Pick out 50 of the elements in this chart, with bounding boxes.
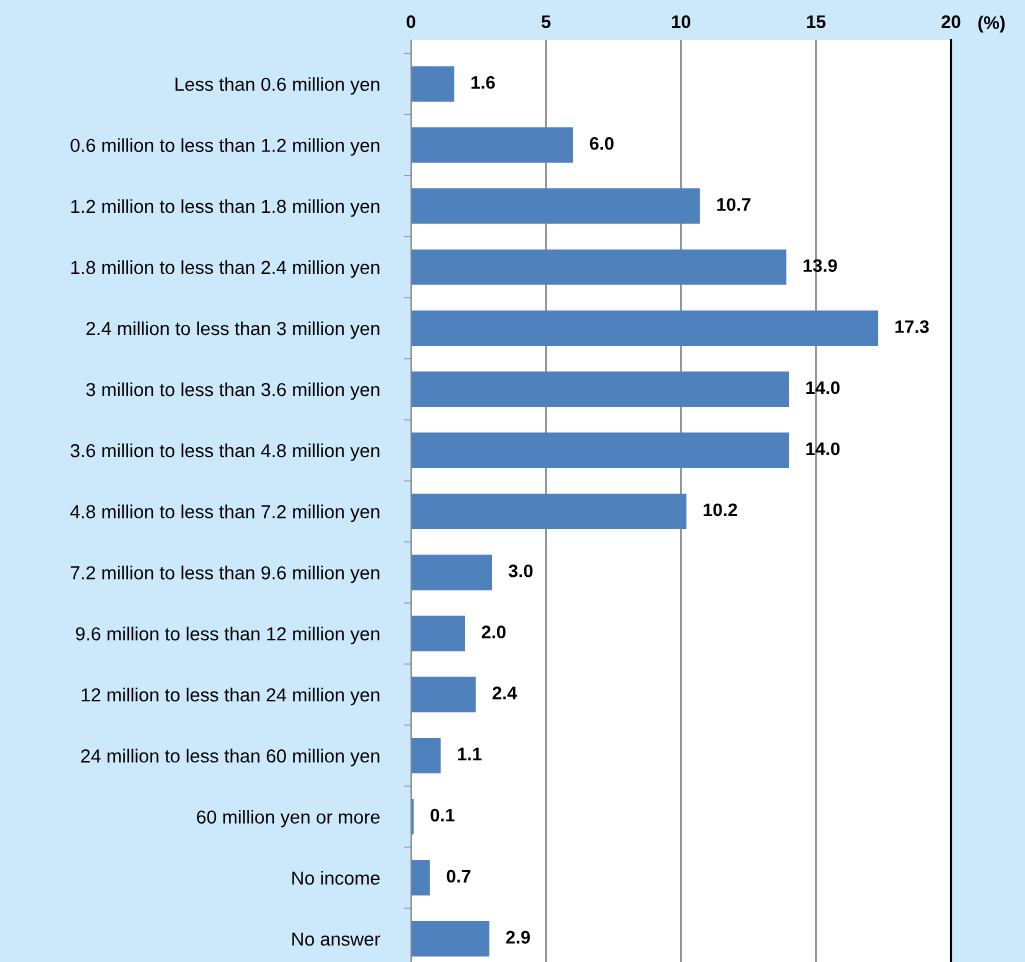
data-label: 2.0 [481, 625, 506, 639]
y-tick-label: 60 million yen or more [196, 809, 380, 828]
y-tick-label: 9.6 million to less than 12 million yen [75, 626, 380, 645]
y-tick-label: 3.6 million to less than 4.8 million yen [70, 443, 380, 462]
data-label: 10.2 [703, 503, 738, 517]
data-label: 1.1 [458, 747, 482, 761]
bar [411, 371, 789, 407]
y-tick-label: 3 million to less than 3.6 million yen [86, 382, 380, 400]
y-tick-label: No income [292, 870, 380, 885]
x-tick-label: 20 [941, 15, 961, 29]
bar [411, 188, 700, 224]
y-tick-label: 4.8 million to less than 7.2 million yen [70, 504, 380, 523]
x-tick-label: 15 [807, 15, 826, 29]
bar [411, 66, 455, 102]
y-tick-label: Less than 0.6 million yen [175, 77, 380, 95]
bar [411, 127, 573, 163]
bar [411, 432, 789, 469]
data-label: 17.3 [895, 320, 929, 334]
bar [411, 249, 787, 285]
y-tick-label: 2.4 million to less than 3 million yen [86, 321, 380, 339]
x-tick-label: 5 [541, 15, 551, 29]
y-tick-label: 1.8 million to less than 2.4 million yen [71, 260, 380, 278]
bar [411, 737, 441, 774]
y-tick-label: No answer [292, 932, 381, 946]
data-label: 13.9 [803, 259, 837, 273]
bar [411, 493, 687, 530]
data-label: 0.7 [446, 869, 471, 883]
bar [411, 921, 490, 957]
data-label: 0.1 [430, 808, 455, 822]
bar [411, 554, 492, 591]
x-tick-label: 10 [672, 15, 691, 29]
y-tick-label: 24 million to less than 60 million yen [81, 748, 380, 767]
data-label: 14.0 [806, 442, 840, 456]
data-label: 10.7 [717, 198, 751, 211]
data-label: 6.0 [589, 137, 614, 150]
y-tick-label: 7.2 million to less than 9.6 million yen [70, 565, 380, 584]
y-tick-label: 12 million to less than 24 million yen [81, 687, 380, 706]
x-axis-title: (%) [978, 15, 1005, 33]
data-label: 2.9 [506, 930, 530, 944]
x-tick-label: 0 [406, 15, 416, 29]
y-tick-label: 0.6 million to less than 1.2 million yen [70, 138, 380, 156]
y-tick-label: 1.2 million to less than 1.8 million yen [71, 199, 380, 217]
data-label: 14.0 [806, 381, 840, 395]
bar [411, 860, 430, 896]
data-label: 3.0 [508, 564, 533, 578]
data-label: 2.4 [492, 686, 517, 700]
bar [411, 310, 879, 346]
data-label: 1.6 [471, 76, 495, 89]
bar [411, 615, 465, 652]
bar [411, 676, 476, 713]
